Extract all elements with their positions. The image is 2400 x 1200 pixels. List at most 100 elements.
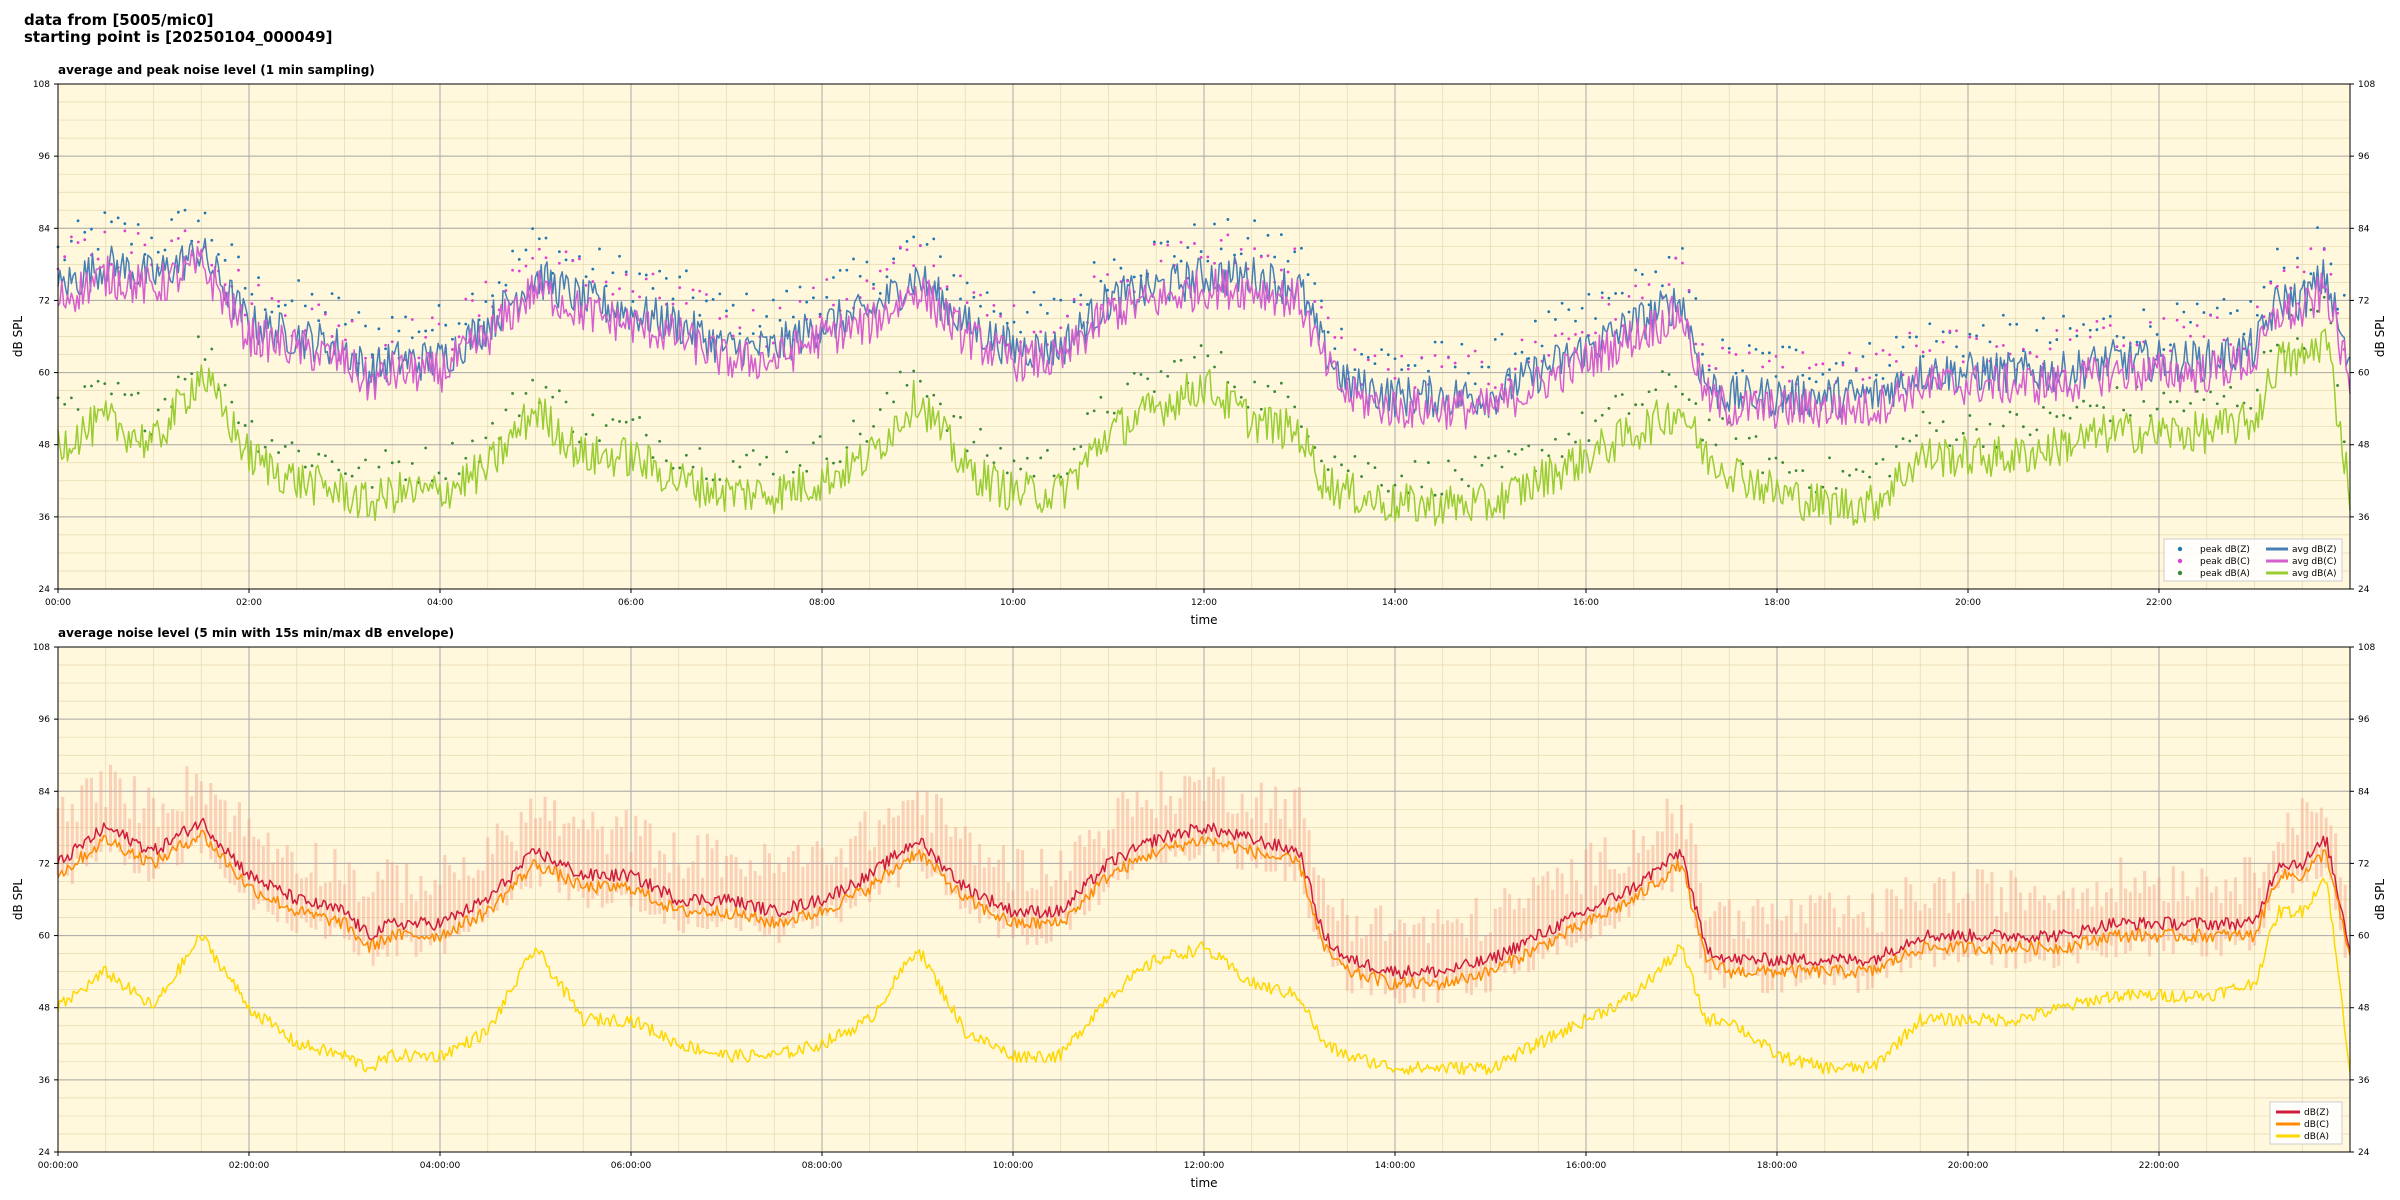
peak-point <box>2162 391 2166 395</box>
y-tick-label: 84 <box>39 787 51 797</box>
peak-point <box>223 383 227 387</box>
peak-point <box>2082 323 2085 326</box>
peak-point <box>878 269 882 273</box>
y-tick-label-right: 24 <box>2358 1148 2370 1158</box>
peak-point <box>2195 302 2199 306</box>
peak-point <box>1634 268 1638 272</box>
peak-point <box>812 296 815 300</box>
y-tick-label-right: 108 <box>2358 80 2375 90</box>
legend-label: avg dB(A) <box>2292 569 2336 579</box>
peak-point <box>1360 475 1363 478</box>
peak-point <box>2015 413 2019 416</box>
peak-point <box>1868 475 1872 479</box>
peak-point <box>1600 296 1604 300</box>
y-tick-label: 36 <box>39 1076 51 1086</box>
peak-point <box>1808 366 1811 370</box>
peak-point <box>491 294 494 298</box>
peak-point <box>176 375 180 379</box>
peak-point <box>644 433 648 437</box>
peak-point <box>1132 371 1136 375</box>
peak-point <box>2342 293 2346 297</box>
peak-point <box>2269 281 2273 285</box>
peak-point <box>1607 407 1611 410</box>
peak-point <box>1460 477 1464 481</box>
peak-point <box>297 279 301 282</box>
peak-point <box>1975 428 1978 431</box>
peak-point <box>196 335 200 339</box>
peak-point <box>2055 338 2059 341</box>
peak-point <box>96 379 100 383</box>
peak-point <box>678 466 682 470</box>
peak-point <box>2108 419 2112 423</box>
y-axis-label: dB SPL <box>11 316 25 358</box>
peak-point <box>1045 312 1049 315</box>
peak-point <box>250 292 254 296</box>
peak-point <box>1687 398 1691 402</box>
peak-point <box>1881 457 1885 461</box>
peak-point <box>290 441 294 445</box>
peak-point <box>156 250 160 254</box>
peak-point <box>471 439 474 443</box>
peak-point <box>898 245 902 249</box>
peak-point <box>1513 367 1517 371</box>
peak-point <box>1727 346 1731 350</box>
peak-point <box>2149 325 2152 328</box>
x-tick-label: 16:00 <box>1573 598 1599 608</box>
peak-point <box>1761 471 1765 475</box>
peak-point <box>2336 307 2339 311</box>
peak-point <box>1366 461 1370 465</box>
peak-point <box>1453 365 1457 369</box>
peak-point <box>1427 461 1430 464</box>
peak-point <box>511 268 514 272</box>
peak-point <box>384 343 387 347</box>
peak-point <box>2222 297 2226 301</box>
peak-point <box>1727 351 1731 354</box>
peak-point <box>210 238 214 242</box>
peak-point <box>1467 371 1470 375</box>
peak-point <box>1233 385 1236 389</box>
peak-point <box>136 223 140 226</box>
legend-label: peak dB(A) <box>2200 569 2250 579</box>
peak-point <box>2082 399 2085 403</box>
peak-point <box>959 416 962 419</box>
peak-point <box>905 383 909 387</box>
y-tick-label: 72 <box>39 296 50 306</box>
peak-point <box>504 408 508 412</box>
peak-point <box>2042 316 2045 320</box>
peak-point <box>1747 351 1751 355</box>
series-line-avg-db-c- <box>57 245 2351 430</box>
peak-point <box>2329 272 2333 276</box>
peak-point <box>865 260 869 264</box>
peak-point <box>310 464 314 468</box>
chart-1: 24 24 36 36 48 48 60 60 72 72 84 84 96 96 108 108 00:00 0… <box>11 63 2387 627</box>
peak-point <box>651 456 655 459</box>
peak-point <box>270 310 274 314</box>
peak-point <box>999 446 1002 450</box>
peak-point <box>1186 276 1190 280</box>
y-tick-label-right: 60 <box>2358 932 2370 942</box>
peak-point <box>1206 259 1210 263</box>
peak-point <box>103 211 107 215</box>
series-line-avg-db-z- <box>57 237 2351 419</box>
peak-point <box>143 429 147 433</box>
peak-point <box>1854 367 1858 370</box>
peak-point <box>1206 354 1210 358</box>
peak-point <box>337 468 341 472</box>
peak-point <box>1086 302 1089 306</box>
peak-point <box>183 377 187 381</box>
x-axis-label: time <box>1190 613 1217 627</box>
x-tick-label: 06:00 <box>618 598 644 608</box>
peak-point <box>257 283 260 287</box>
peak-point <box>1159 241 1163 245</box>
series-line-db-a- <box>57 877 2351 1076</box>
peak-point <box>1928 421 1932 425</box>
peak-point <box>1266 254 1270 258</box>
peak-point <box>2115 334 2119 338</box>
peak-point <box>604 284 608 288</box>
peak-point <box>932 237 936 241</box>
peak-point <box>1707 418 1711 422</box>
peak-point <box>751 308 755 312</box>
peak-point <box>1386 489 1390 493</box>
y-tick-label: 108 <box>33 80 50 90</box>
peak-point <box>1340 463 1343 467</box>
